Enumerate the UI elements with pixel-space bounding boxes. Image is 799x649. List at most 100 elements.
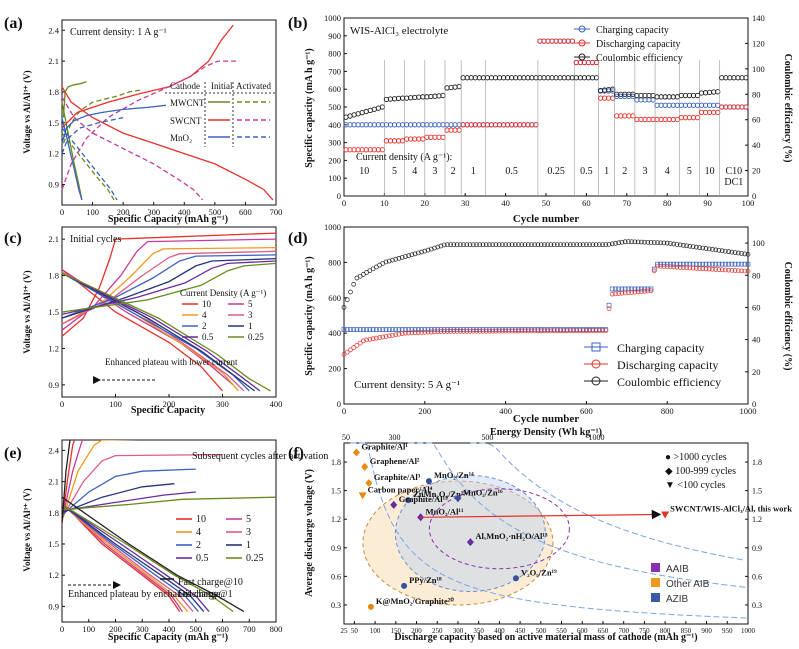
data-point: [405, 497, 412, 504]
legend-text-ce-e: Coulombic efficiency: [617, 375, 721, 389]
curve-a-swcnt-initial-discharge: [61, 86, 274, 201]
ce-point: [438, 243, 444, 249]
ce-point: [509, 242, 515, 248]
discharge-point: [681, 265, 686, 270]
curve-c-0.25-charge: [61, 262, 277, 313]
discharge-point: [569, 38, 575, 44]
curve-c-2-charge: [61, 254, 277, 319]
ce-point: [668, 241, 673, 246]
ce-point: [535, 242, 541, 248]
discharge-point: [677, 265, 683, 270]
x2-tick-label: 1000: [588, 433, 604, 442]
y-tick-label: 300: [328, 138, 341, 148]
charge-point: [415, 327, 421, 333]
x-tick-label: 950: [722, 627, 733, 635]
segment-rate-label: 3: [432, 166, 437, 177]
y2-tick-label: 20: [752, 166, 761, 176]
ce-point: [425, 247, 431, 253]
y-tick-label: 1.5: [331, 487, 341, 496]
y-tick-label: 2.4: [48, 445, 59, 455]
plot-frame-e: [343, 226, 749, 405]
discharge-point: [503, 328, 508, 334]
data-point: [661, 511, 670, 519]
ce-point: [341, 305, 347, 310]
ce-point: [716, 247, 722, 253]
curve-a-mno-activated-discharge: [61, 127, 118, 201]
x-tick-label: 450: [515, 627, 526, 635]
x-tick-label: 650: [598, 627, 609, 635]
discharge-point: [399, 331, 405, 336]
x-tick-label: 300: [147, 207, 160, 217]
y2-tick-label: 120: [752, 38, 765, 48]
discharge-point: [745, 268, 751, 274]
y-tick-label: 0: [337, 191, 341, 201]
y2-tick-label: 100: [752, 64, 765, 74]
legend-text-c: 0.5: [202, 332, 214, 342]
data-point: [352, 448, 360, 457]
panel-label-f: (f): [288, 445, 304, 462]
region-other-aib: [362, 480, 554, 606]
ce-point: [743, 75, 749, 81]
charge-point: [393, 327, 399, 333]
ce-point: [532, 242, 538, 248]
charge-point: [377, 327, 382, 333]
charge-point: [674, 261, 680, 267]
legend-text-c: 4: [202, 310, 207, 320]
legend-text-charge-e: Charging capacity: [617, 341, 704, 355]
ce-point: [548, 242, 554, 248]
ce-point: [415, 250, 421, 256]
y-tick-label: 2.1: [48, 234, 59, 244]
charge-point: [370, 327, 376, 333]
ce-point: [638, 239, 644, 245]
charge-point: [364, 327, 369, 333]
x-tick-label: 0: [60, 207, 64, 217]
charge-point: [642, 286, 647, 292]
legend-header-activated: Activated: [236, 81, 271, 91]
discharge-point: [467, 328, 473, 334]
curve-d-5-charge: [62, 440, 84, 522]
ce-point: [703, 246, 709, 251]
y-tick-label: 0.3: [331, 601, 341, 610]
charge-point: [354, 327, 360, 333]
charge-point: [729, 261, 735, 267]
y-tick-label: 1000: [324, 222, 341, 232]
data-point: [454, 494, 462, 503]
charge-point: [361, 327, 366, 333]
discharge-point: [603, 328, 609, 333]
legend-row-swcnt: SWCNT: [170, 116, 202, 126]
segment-rate-label: 2: [622, 166, 627, 177]
ce-point: [428, 246, 434, 252]
curve-d-3-charge: [62, 453, 223, 519]
ce-point: [681, 242, 686, 248]
x-tick-label: 200: [117, 207, 130, 217]
panel-f: (f) 25 50 100 150 200 250 300 350 400 450 500 550 60…: [288, 427, 792, 643]
ce-point: [629, 239, 634, 245]
discharge-point: [616, 291, 622, 296]
curve-d-fastcharge10discharge1-charge: [62, 440, 71, 524]
discharge-point: [561, 328, 567, 334]
x-tick-label: 30: [461, 198, 470, 208]
y-tick-label: 600: [328, 84, 341, 94]
discharge-point: [710, 266, 715, 272]
x-tick-label: 850: [681, 627, 692, 635]
discharge-point: [490, 328, 496, 334]
ce-point: [445, 242, 450, 248]
y-tick-label: 1.5: [48, 539, 59, 549]
discharge-point: [600, 328, 605, 333]
discharge-point: [532, 328, 538, 334]
discharge-point: [545, 328, 550, 334]
data-point-label: V₂O₅/Zn¹⁹: [521, 567, 557, 577]
ce-point: [561, 242, 567, 248]
discharge-point: [341, 352, 347, 357]
ce-point: [584, 242, 589, 248]
data-point: [367, 603, 374, 610]
discharge-point: [638, 289, 644, 294]
y-axis-label-b: Specific capacity (mA h g⁻¹): [304, 48, 315, 167]
legend-f: ● >1000 cycles ◆ 100-999 cycles ▼ <100 c…: [651, 452, 736, 605]
ce-point: [558, 242, 563, 248]
discharge-point: [480, 328, 486, 334]
y-tick-label: 100: [328, 173, 341, 183]
discharge-point: [493, 328, 499, 334]
charge-point: [367, 327, 373, 333]
x-tick-label: 300: [216, 399, 229, 409]
